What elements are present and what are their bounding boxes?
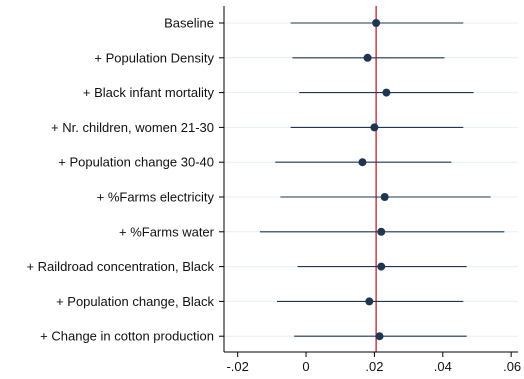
x-tick-label: -.02 <box>226 359 248 374</box>
row-label: + Change in cotton production <box>40 329 214 344</box>
point-estimate <box>358 158 367 167</box>
point-estimate <box>363 53 372 62</box>
interval-layer <box>259 22 505 337</box>
row-label-layer: Baseline + Population Density + Black infa… <box>26 16 214 344</box>
point-estimate <box>377 227 386 236</box>
row-label: + Population Density <box>94 50 214 65</box>
row-label: + Population change 30-40 <box>58 155 214 170</box>
x-tick-label: .06 <box>503 359 521 374</box>
axes: -.02 0 .02 .04 .06 <box>219 6 521 374</box>
row-label: + Population change, Black <box>56 294 214 309</box>
x-tick-label: .04 <box>434 359 452 374</box>
grid-layer <box>224 22 518 337</box>
row-label: + Nr. children, women 21-30 <box>51 120 214 135</box>
row-label: + %Farms water <box>119 224 215 239</box>
row-label: + Raildroad concentration, Black <box>26 259 214 274</box>
point-estimate <box>372 19 381 27</box>
row-label: + Black infant mortality <box>83 85 215 100</box>
point-estimate <box>370 123 379 132</box>
row-label: Baseline <box>164 16 214 31</box>
point-layer <box>358 19 391 341</box>
point-estimate <box>382 88 391 97</box>
row-label: + %Farms electricity <box>97 190 215 205</box>
point-estimate <box>365 297 374 306</box>
point-estimate <box>377 262 386 271</box>
x-tick-label: .02 <box>365 359 383 374</box>
x-tick-label: 0 <box>302 359 309 374</box>
point-estimate <box>380 193 389 201</box>
point-estimate <box>375 332 384 341</box>
